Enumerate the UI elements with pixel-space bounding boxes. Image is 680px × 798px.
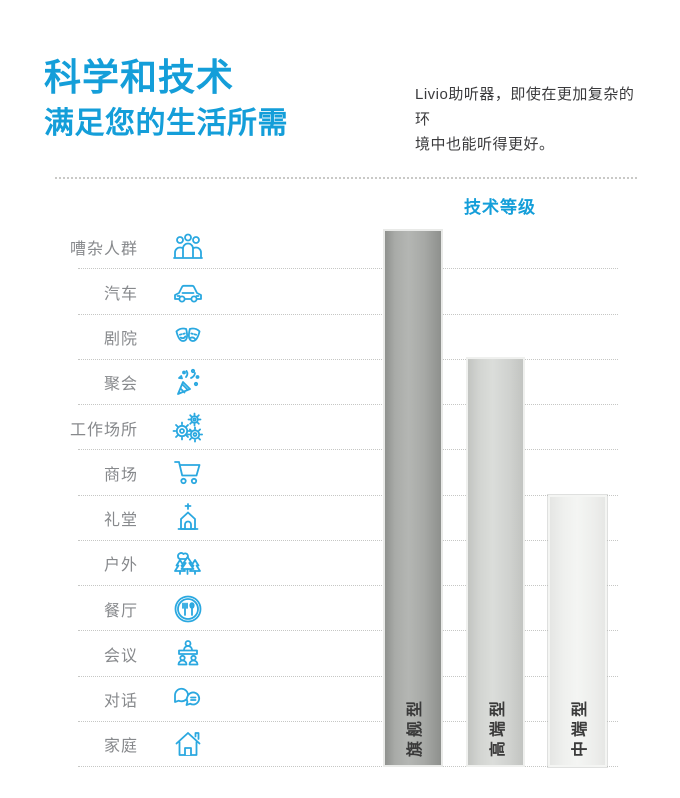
bar-highend-label: 高端型 [489,696,507,758]
scenario-label: 汽车 [103,285,138,303]
scenario-label: 家庭 [103,738,138,756]
trees-icon [158,541,218,586]
technology-level-chart: 技术等级 嘈杂人群 汽车 剧院 聚会 [0,198,680,767]
row-separator [78,675,618,677]
scenario-label: 对话 [103,693,138,711]
scenario-label: 嘈杂人群 [69,240,138,258]
scenario-row: 工作场所 [0,405,680,451]
bar-highend: 高端型 [466,357,525,767]
scenario-row: 家庭 [0,722,680,767]
meeting-icon [158,631,218,676]
bar-flagship-label: 旗舰型 [407,696,425,758]
crowd-icon [158,224,218,269]
scenario-label: 工作场所 [69,421,138,439]
car-icon [158,269,218,314]
row-separator [78,494,618,496]
bar-flagship: 旗舰型 [383,229,443,767]
scenario-row: 聚会 [0,360,680,405]
scenario-label: 商场 [103,466,138,484]
page-title-line2: 满足您的生活所需 [44,107,288,140]
scenario-row: 对话 [0,677,680,722]
scenario-row: 剧院 [0,315,680,360]
row-separator [78,539,618,541]
church-icon [158,496,218,541]
row-separator [78,449,618,451]
bar-midrange-label: 中端型 [571,696,589,758]
page-title-line1: 科学和技术 [44,57,234,98]
scenario-row: 汽车 [0,269,680,315]
gears-icon [158,405,218,450]
row-separator [78,766,618,767]
bar-midrange: 中端型 [548,495,607,767]
theater-masks-icon [158,315,218,360]
intro-line2: 境中也能听得更好。 [415,136,555,153]
dotted-divider [55,177,637,179]
intro-text: Livio助听器，即使在更加复杂的环境中也能听得更好。 [415,82,640,157]
scenario-label: 聚会 [103,376,138,394]
chat-bubbles-icon [158,677,218,722]
chart-title: 技术等级 [464,198,536,217]
row-separator [78,358,618,360]
scenario-label: 礼堂 [103,512,138,530]
party-popper-icon [158,360,218,405]
scenario-label: 户外 [103,557,138,575]
restaurant-icon [158,586,218,631]
home-icon [158,722,218,767]
scenario-label: 剧院 [103,331,138,349]
scenario-row: 会议 [0,631,680,677]
page-title: 科学和技术 满足您的生活所需 [44,55,288,144]
scenario-row: 餐厅 [0,586,680,632]
bar-flagship-label-wrap: 旗舰型 [385,695,441,759]
row-separator [78,268,618,270]
scenario-label: 餐厅 [103,602,138,620]
intro-line1: Livio助听器，即使在更加复杂的环 [415,86,635,128]
scenario-row: 户外 [0,541,680,586]
row-separator [78,585,618,586]
bar-highend-label-wrap: 高端型 [468,695,523,759]
scenario-label: 会议 [103,647,138,665]
scenario-row: 嘈杂人群 [0,224,680,270]
shopping-cart-icon [158,450,218,495]
row-separator [78,720,618,722]
row-separator [78,313,618,315]
scenario-row: 礼堂 [0,496,680,541]
bar-midrange-label-wrap: 中端型 [550,695,605,759]
row-separator [78,630,618,632]
scenario-row: 商场 [0,450,680,496]
row-separator [78,404,618,405]
